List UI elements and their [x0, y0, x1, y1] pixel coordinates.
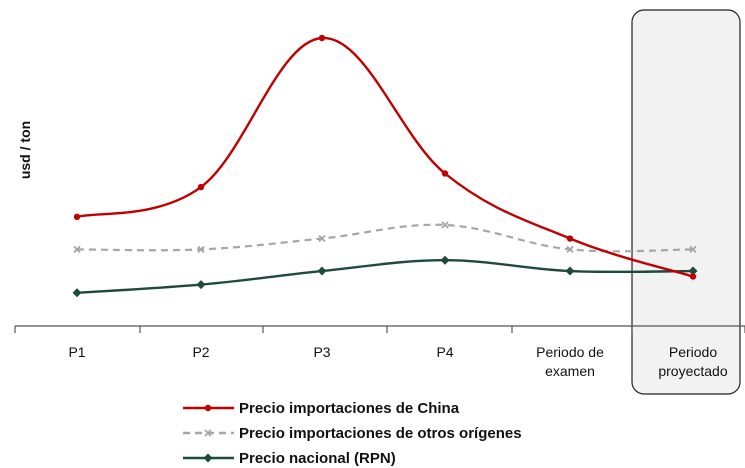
legend-marker	[203, 453, 213, 463]
series-line	[76, 259, 694, 294]
data-point	[317, 266, 327, 276]
data-point	[688, 266, 698, 276]
data-point	[196, 280, 206, 290]
data-point	[73, 213, 81, 221]
data-point	[318, 234, 326, 243]
legend-label: Precio nacional (RPN)	[239, 450, 396, 467]
data-point	[197, 245, 205, 254]
x-tick-label: Periodo de examen	[536, 344, 604, 379]
data-point	[440, 255, 450, 265]
legend-marker	[204, 404, 212, 412]
data-point	[197, 183, 205, 191]
data-point	[689, 245, 697, 254]
x-tick-label: P4	[436, 344, 453, 360]
data-point	[566, 235, 574, 242]
data-point	[689, 273, 697, 280]
legend-label: Precio importaciones de China	[239, 400, 460, 417]
legend: Precio importaciones de China Precio impo…	[183, 400, 522, 467]
series-lines	[76, 36, 694, 294]
data-point	[72, 288, 82, 298]
series-line	[76, 36, 694, 278]
x-tick-label: P1	[68, 344, 85, 360]
data-point	[441, 221, 449, 229]
x-tick-label: P2	[192, 344, 209, 360]
y-axis-title: usd / ton	[17, 121, 33, 179]
data-point	[566, 245, 574, 254]
x-tick-label: P3	[313, 344, 330, 360]
projected-period-box	[631, 9, 741, 395]
data-point	[441, 170, 449, 177]
data-point	[565, 266, 575, 276]
legend-marker	[204, 429, 212, 437]
data-point	[318, 34, 326, 42]
legend-label: Precio importaciones de otros orígenes	[239, 425, 522, 442]
x-tick-label: Periodo proyectado	[658, 344, 727, 379]
series-line	[76, 223, 694, 253]
data-point	[73, 245, 81, 254]
x-axis-ticks: P1 P2 P3 P4 Periodo de examen Periodo proyectad…	[14, 326, 745, 379]
series-markers	[72, 34, 698, 298]
